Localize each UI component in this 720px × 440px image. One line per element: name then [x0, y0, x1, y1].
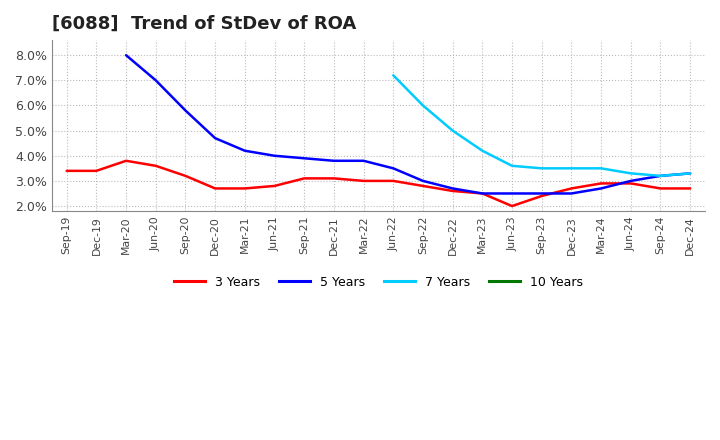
Text: [6088]  Trend of StDev of ROA: [6088] Trend of StDev of ROA — [52, 15, 356, 33]
Legend: 3 Years, 5 Years, 7 Years, 10 Years: 3 Years, 5 Years, 7 Years, 10 Years — [168, 271, 588, 294]
